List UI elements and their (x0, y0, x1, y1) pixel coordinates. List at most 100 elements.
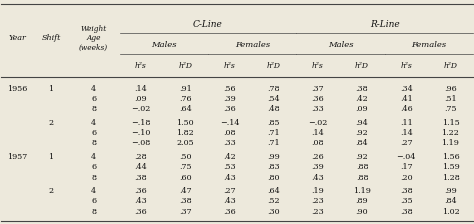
Text: .27: .27 (223, 187, 236, 195)
Text: .71: .71 (267, 129, 280, 137)
Text: Weight
Age
(weeks): Weight Age (weeks) (79, 25, 108, 51)
Text: .36: .36 (223, 106, 236, 113)
Text: .38: .38 (400, 187, 412, 195)
Text: 1.82: 1.82 (176, 129, 194, 137)
Text: .64: .64 (267, 187, 280, 195)
Text: 8: 8 (91, 106, 96, 113)
Text: 4: 4 (91, 85, 96, 93)
Text: .92: .92 (356, 129, 368, 137)
Text: .56: .56 (223, 85, 236, 93)
Text: Males: Males (328, 41, 354, 49)
Text: .14: .14 (400, 129, 412, 137)
Text: 1.02: 1.02 (442, 208, 459, 216)
Text: .19: .19 (311, 187, 324, 195)
Text: 1.28: 1.28 (442, 174, 459, 181)
Text: .08: .08 (311, 140, 324, 147)
Text: 1.59: 1.59 (442, 163, 459, 171)
Text: .92: .92 (356, 153, 368, 161)
Text: −.18: −.18 (131, 119, 151, 127)
Text: C-Line: C-Line (193, 19, 223, 29)
Text: .09: .09 (356, 106, 368, 113)
Text: −.08: −.08 (131, 140, 151, 147)
Text: −.10: −.10 (131, 129, 151, 137)
Text: 1.15: 1.15 (442, 119, 459, 127)
Text: .36: .36 (311, 95, 324, 103)
Text: h²s: h²s (135, 62, 147, 70)
Text: .30: .30 (267, 208, 280, 216)
Text: 1.19: 1.19 (353, 187, 371, 195)
Text: .11: .11 (400, 119, 412, 127)
Text: 1: 1 (48, 85, 54, 93)
Text: .34: .34 (400, 85, 412, 93)
Text: 1.19: 1.19 (441, 140, 459, 147)
Text: .47: .47 (179, 187, 191, 195)
Text: 4: 4 (91, 153, 96, 161)
Text: .37: .37 (311, 85, 324, 93)
Text: 1957: 1957 (7, 153, 27, 161)
Text: .23: .23 (311, 197, 324, 205)
Text: .36: .36 (135, 208, 147, 216)
Text: Females: Females (235, 41, 270, 49)
Text: 8: 8 (91, 140, 96, 147)
Text: 2: 2 (48, 187, 54, 195)
Text: h²s: h²s (401, 62, 412, 70)
Text: .37: .37 (179, 208, 191, 216)
Text: 4: 4 (91, 119, 96, 127)
Text: 4: 4 (91, 187, 96, 195)
Text: .42: .42 (356, 95, 368, 103)
Text: .96: .96 (444, 85, 457, 93)
Text: .71: .71 (267, 140, 280, 147)
Text: .09: .09 (135, 95, 147, 103)
Text: .42: .42 (223, 153, 236, 161)
Text: .83: .83 (267, 163, 280, 171)
Text: .75: .75 (444, 106, 456, 113)
Text: .84: .84 (356, 140, 368, 147)
Text: .36: .36 (135, 187, 147, 195)
Text: 1: 1 (48, 153, 54, 161)
Text: .33: .33 (311, 106, 324, 113)
Text: 6: 6 (91, 95, 96, 103)
Text: .36: .36 (223, 208, 236, 216)
Text: R-Line: R-Line (370, 19, 400, 29)
Text: .51: .51 (444, 95, 457, 103)
Text: .44: .44 (135, 163, 147, 171)
Text: 8: 8 (91, 174, 96, 181)
Text: .88: .88 (356, 163, 368, 171)
Text: .53: .53 (223, 163, 236, 171)
Text: Females: Females (411, 41, 447, 49)
Text: .91: .91 (179, 85, 191, 93)
Text: .14: .14 (311, 129, 324, 137)
Text: .80: .80 (267, 174, 280, 181)
Text: .99: .99 (267, 153, 280, 161)
Text: h²D: h²D (444, 62, 457, 70)
Text: .94: .94 (356, 119, 368, 127)
Text: 6: 6 (91, 197, 96, 205)
Text: h²s: h²s (312, 62, 324, 70)
Text: .41: .41 (400, 95, 412, 103)
Text: .35: .35 (400, 197, 412, 205)
Text: h²D: h²D (178, 62, 192, 70)
Text: Shift: Shift (41, 34, 61, 42)
Text: 1.50: 1.50 (176, 119, 194, 127)
Text: .39: .39 (311, 163, 324, 171)
Text: 2.05: 2.05 (176, 140, 194, 147)
Text: .48: .48 (267, 106, 280, 113)
Text: .88: .88 (356, 174, 368, 181)
Text: .46: .46 (400, 106, 412, 113)
Text: .39: .39 (223, 95, 236, 103)
Text: h²s: h²s (224, 62, 235, 70)
Text: .76: .76 (179, 95, 191, 103)
Text: −.04: −.04 (397, 153, 416, 161)
Text: .43: .43 (223, 197, 236, 205)
Text: .52: .52 (267, 197, 280, 205)
Text: .27: .27 (400, 140, 412, 147)
Text: 1956: 1956 (7, 85, 27, 93)
Text: Males: Males (151, 41, 177, 49)
Text: −.02: −.02 (131, 106, 151, 113)
Text: −.14: −.14 (219, 119, 239, 127)
Text: .99: .99 (444, 187, 457, 195)
Text: h²D: h²D (355, 62, 369, 70)
Text: −.02: −.02 (308, 119, 328, 127)
Text: .54: .54 (267, 95, 280, 103)
Text: .43: .43 (223, 174, 236, 181)
